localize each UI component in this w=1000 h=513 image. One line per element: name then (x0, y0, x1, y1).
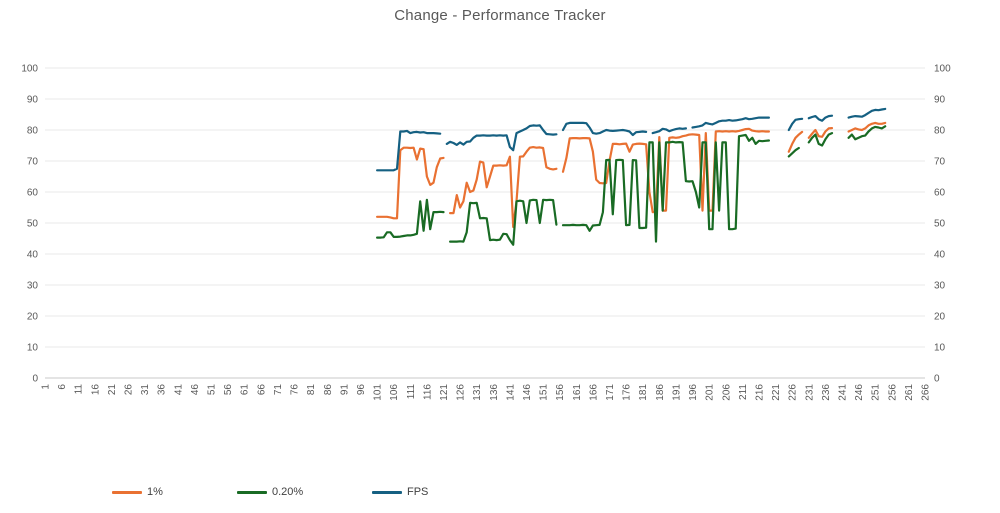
x-axis-tick-label: 71 (273, 384, 284, 396)
x-axis-tick-label: 141 (505, 384, 516, 401)
x-axis-tick-label: 161 (572, 384, 583, 401)
x-axis-tick-label: 266 (921, 384, 932, 401)
x-axis-tick-label: 126 (456, 384, 467, 401)
x-axis-tick-label: 181 (638, 384, 649, 401)
x-axis-tick-label: 256 (887, 384, 898, 401)
x-axis-tick-label: 16 (90, 384, 101, 396)
chart-title: Change - Performance Tracker (394, 7, 606, 24)
x-axis-tick-label: 66 (256, 384, 267, 396)
x-axis-tick-label: 61 (240, 384, 251, 396)
series-line-1%[interactable] (376, 121, 887, 229)
x-axis-tick-label: 51 (207, 384, 218, 396)
y-axis-tick-label-left: 30 (27, 281, 39, 292)
x-axis-tick-label: 31 (140, 384, 151, 396)
x-axis-tick-label: 176 (622, 384, 633, 401)
x-axis-tick-label: 171 (605, 384, 616, 401)
x-axis-tick-label: 46 (190, 384, 201, 396)
x-axis-tick-label: 1 (41, 384, 52, 390)
x-axis-tick-label: 251 (871, 384, 882, 401)
y-axis-tick-label-right: 70 (934, 157, 946, 168)
x-axis-tick-label: 81 (306, 384, 317, 396)
legend-item-1pct[interactable]: 1% (112, 486, 163, 498)
y-axis-tick-label-right: 90 (934, 95, 946, 106)
x-axis-tick-label: 121 (439, 384, 450, 401)
x-axis-tick-label: 116 (422, 384, 433, 400)
x-axis-tick-label: 91 (339, 384, 350, 396)
y-axis-tick-label-right: 10 (934, 343, 946, 354)
y-axis-tick-label-right: 100 (934, 64, 951, 75)
x-axis-tick-label: 11 (74, 384, 85, 395)
legend-label-020pct: 0.20% (272, 486, 304, 498)
y-axis-tick-label-right: 0 (934, 374, 940, 385)
x-axis-tick-label: 206 (721, 384, 732, 401)
x-axis-tick-label: 196 (688, 384, 699, 401)
series-line-0.20%[interactable] (376, 125, 887, 246)
y-axis-tick-label-left: 60 (27, 188, 39, 199)
legend-swatch-fps (372, 490, 402, 494)
x-axis-tick-label: 151 (539, 384, 550, 401)
x-axis-tick-label: 131 (472, 384, 483, 401)
legend-swatch-1pct (112, 490, 142, 494)
x-axis-tick-label: 156 (555, 384, 566, 401)
y-axis-tick-label-left: 80 (27, 126, 39, 137)
x-axis-tick-label: 186 (655, 384, 666, 401)
y-axis-tick-label-left: 100 (21, 64, 38, 75)
y-axis-tick-label-left: 50 (27, 219, 39, 230)
x-axis-tick-label: 36 (157, 384, 168, 396)
x-axis-tick-label: 136 (489, 384, 500, 401)
y-axis-tick-label-right: 60 (934, 188, 946, 199)
legend-swatch-020pct (237, 490, 267, 494)
legend-item-020pct[interactable]: 0.20% (237, 486, 303, 498)
y-axis-tick-label-left: 90 (27, 95, 39, 106)
x-axis-tick-label: 86 (323, 384, 334, 396)
x-axis-tick-label: 101 (373, 384, 384, 401)
x-axis-tick-label: 76 (290, 384, 301, 396)
x-axis-tick-label: 6 (57, 384, 68, 390)
x-axis-tick-label: 146 (522, 384, 533, 401)
y-axis-tick-label-right: 40 (934, 250, 946, 261)
y-axis-tick-label-left: 10 (27, 343, 39, 354)
x-axis-tick-label: 21 (107, 384, 118, 396)
x-axis-tick-label: 166 (588, 384, 599, 401)
y-axis-tick-label-left: 20 (27, 312, 39, 323)
x-axis-tick-label: 106 (389, 384, 400, 401)
x-axis-tick-label: 96 (356, 384, 367, 396)
x-axis-tick-label: 241 (837, 384, 848, 401)
x-axis-tick-label: 246 (854, 384, 865, 401)
legend-item-fps[interactable]: FPS (372, 486, 428, 498)
x-axis-tick-label: 201 (705, 384, 716, 401)
x-axis-tick-label: 111 (406, 384, 417, 400)
x-axis-tick-label: 216 (754, 384, 765, 401)
x-axis-tick-label: 226 (788, 384, 799, 401)
x-axis-tick-label: 191 (671, 384, 682, 401)
x-axis-tick-label: 236 (821, 384, 832, 401)
x-axis-tick-label: 56 (223, 384, 234, 396)
legend-label-fps: FPS (407, 486, 429, 498)
x-axis-tick-label: 211 (738, 384, 749, 400)
legend-label-1pct: 1% (147, 486, 163, 498)
y-axis-tick-label-right: 30 (934, 281, 946, 292)
x-axis-tick-label: 221 (771, 384, 782, 401)
x-axis-tick-label: 231 (804, 384, 815, 401)
y-axis-tick-label-left: 40 (27, 250, 39, 261)
y-axis-tick-label-left: 70 (27, 157, 39, 168)
series-line-FPS[interactable] (376, 107, 887, 172)
x-axis-tick-label: 261 (904, 384, 915, 401)
y-axis-tick-label-right: 80 (934, 126, 946, 137)
x-axis-tick-label: 26 (124, 384, 135, 396)
y-axis-tick-label-right: 20 (934, 312, 946, 323)
x-axis-tick-label: 41 (173, 384, 184, 396)
y-axis-tick-label-right: 50 (934, 219, 946, 230)
y-axis-tick-label-left: 0 (32, 374, 38, 385)
